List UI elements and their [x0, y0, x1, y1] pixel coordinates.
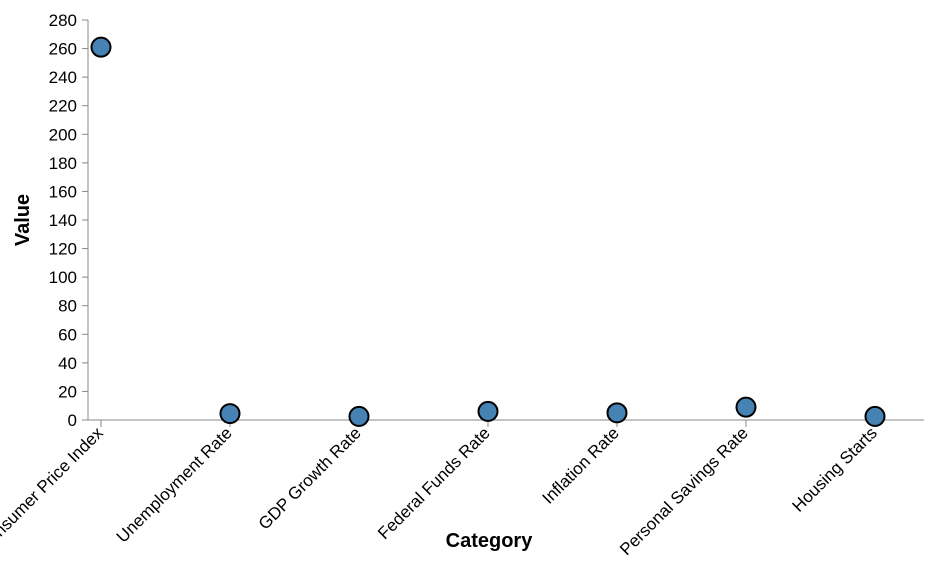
y-tick-label: 240	[49, 68, 77, 87]
x-tick-label: Consumer Price Index	[0, 423, 107, 556]
y-tick-label: 280	[49, 11, 77, 30]
data-point[interactable]	[219, 403, 241, 425]
data-point[interactable]	[606, 402, 628, 424]
y-tick-label: 160	[49, 182, 77, 201]
y-tick-label: 100	[49, 268, 77, 287]
y-axis: 0 20 40 60 80 100 120 140 160 180 200 220 240 260 280	[49, 11, 89, 430]
y-tick-label: 180	[49, 154, 77, 173]
x-axis-title: Category	[446, 530, 534, 552]
y-tick-label: 40	[58, 354, 77, 373]
x-tick-label: GDP Growth Rate	[255, 423, 365, 533]
data-point[interactable]	[735, 396, 757, 418]
data-points	[90, 36, 886, 427]
x-tick-label: Personal Savings Rate	[616, 423, 752, 559]
y-tick-label: 220	[49, 97, 77, 116]
y-tick-label: 200	[49, 125, 77, 144]
y-tick-label: 140	[49, 211, 77, 230]
y-tick-label: 20	[58, 382, 77, 401]
data-point[interactable]	[90, 36, 112, 58]
y-tick-label: 120	[49, 240, 77, 259]
data-point[interactable]	[348, 405, 370, 427]
data-point[interactable]	[864, 405, 886, 427]
y-tick-label: 0	[68, 411, 77, 430]
x-tick-label: Housing Starts	[789, 423, 881, 515]
y-tick-label: 260	[49, 40, 77, 59]
y-tick-label: 60	[58, 325, 77, 344]
y-tick-label: 80	[58, 297, 77, 316]
x-tick-label: Federal Funds Rate	[374, 423, 494, 543]
x-tick-label: Inflation Rate	[539, 423, 623, 507]
x-tick-label: Unemployment Rate	[113, 423, 236, 546]
data-point[interactable]	[477, 400, 499, 422]
y-axis-title: Value	[12, 194, 34, 246]
